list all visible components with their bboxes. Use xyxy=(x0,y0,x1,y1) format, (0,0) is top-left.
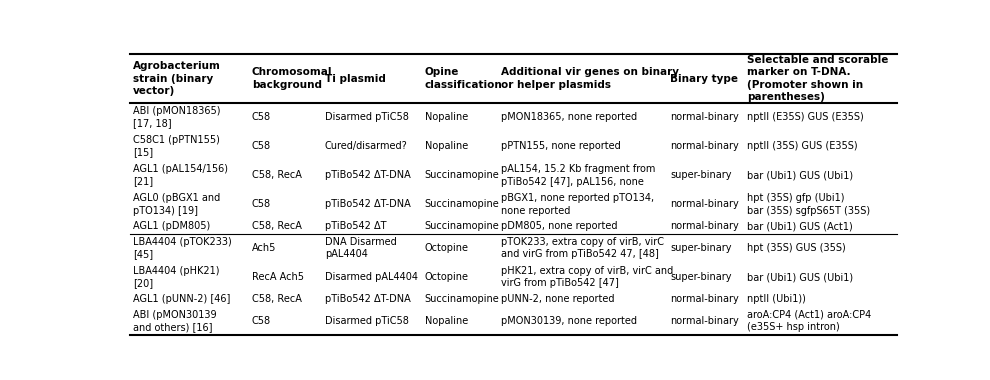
Text: pDM805, none reported: pDM805, none reported xyxy=(501,221,618,231)
Text: pTiBo542 ΔT-DNA: pTiBo542 ΔT-DNA xyxy=(325,170,411,180)
Text: AGL1 (pDM805): AGL1 (pDM805) xyxy=(133,221,210,231)
Text: pPTN155, none reported: pPTN155, none reported xyxy=(501,141,621,151)
Text: Nopaline: Nopaline xyxy=(425,316,467,326)
Text: hpt (35S) gfp (Ubi1)
bar (35S) sgfpS65T (35S): hpt (35S) gfp (Ubi1) bar (35S) sgfpS65T … xyxy=(746,193,870,215)
Text: Binary type: Binary type xyxy=(670,73,738,84)
Text: normal-binary: normal-binary xyxy=(670,141,739,151)
Text: C58: C58 xyxy=(251,200,271,209)
Text: C58C1 (pPTN155)
[15]: C58C1 (pPTN155) [15] xyxy=(133,135,220,157)
Text: RecA Ach5: RecA Ach5 xyxy=(251,272,304,282)
Text: super-binary: super-binary xyxy=(670,170,732,180)
Text: C58: C58 xyxy=(251,141,271,151)
Text: pMON18365, none reported: pMON18365, none reported xyxy=(501,112,638,122)
Text: Agrobacterium
strain (binary
vector): Agrobacterium strain (binary vector) xyxy=(133,61,221,96)
Text: C58: C58 xyxy=(251,112,271,122)
Text: normal-binary: normal-binary xyxy=(670,294,739,304)
Text: AGL1 (pUNN-2) [46]: AGL1 (pUNN-2) [46] xyxy=(133,294,231,304)
Text: hpt (35S) GUS (35S): hpt (35S) GUS (35S) xyxy=(746,243,845,253)
Text: Additional vir genes on binary
or helper plasmids: Additional vir genes on binary or helper… xyxy=(501,67,679,90)
Text: Disarmed pTiC58: Disarmed pTiC58 xyxy=(325,316,409,326)
Text: C58, RecA: C58, RecA xyxy=(251,170,302,180)
Text: bar (Ubi1) GUS (Act1): bar (Ubi1) GUS (Act1) xyxy=(746,221,852,231)
Text: Cured/disarmed?: Cured/disarmed? xyxy=(325,141,408,151)
Text: Succinamopine: Succinamopine xyxy=(425,221,499,231)
Text: pHK21, extra copy of virB, virC and
virG from pTiBo542 [47]: pHK21, extra copy of virB, virC and virG… xyxy=(501,266,673,288)
Text: ABI (pMON30139
and others) [16]: ABI (pMON30139 and others) [16] xyxy=(133,310,217,332)
Text: Nopaline: Nopaline xyxy=(425,112,467,122)
Text: AGL1 (pAL154/156)
[21]: AGL1 (pAL154/156) [21] xyxy=(133,164,228,187)
Text: pBGX1, none reported pTO134,
none reported: pBGX1, none reported pTO134, none report… xyxy=(501,193,654,215)
Text: nptII (E35S) GUS (E35S): nptII (E35S) GUS (E35S) xyxy=(746,112,863,122)
Text: pTiBo542 ΔT-DNA: pTiBo542 ΔT-DNA xyxy=(325,200,411,209)
Text: normal-binary: normal-binary xyxy=(670,112,739,122)
Text: Opine
classification: Opine classification xyxy=(425,67,502,90)
Text: AGL0 (pBGX1 and
pTO134) [19]: AGL0 (pBGX1 and pTO134) [19] xyxy=(133,193,220,215)
Text: nptII (Ubi1)): nptII (Ubi1)) xyxy=(746,294,806,304)
Text: normal-binary: normal-binary xyxy=(670,221,739,231)
Text: bar (Ubi1) GUS (Ubi1): bar (Ubi1) GUS (Ubi1) xyxy=(746,272,852,282)
Text: super-binary: super-binary xyxy=(670,272,732,282)
Text: LBA4404 (pTOK233)
[45]: LBA4404 (pTOK233) [45] xyxy=(133,237,232,259)
Text: Octopine: Octopine xyxy=(425,272,468,282)
Text: normal-binary: normal-binary xyxy=(670,200,739,209)
Text: super-binary: super-binary xyxy=(670,243,732,253)
Text: Octopine: Octopine xyxy=(425,243,468,253)
Text: C58: C58 xyxy=(251,316,271,326)
Text: Disarmed pAL4404: Disarmed pAL4404 xyxy=(325,272,418,282)
Text: LBA4404 (pHK21)
[20]: LBA4404 (pHK21) [20] xyxy=(133,266,220,288)
Text: pMON30139, none reported: pMON30139, none reported xyxy=(501,316,638,326)
Text: C58, RecA: C58, RecA xyxy=(251,294,302,304)
Text: pTOK233, extra copy of virB, virC
and virG from pTiBo542 47, [48]: pTOK233, extra copy of virB, virC and vi… xyxy=(501,237,664,259)
Text: Chromosomal
background: Chromosomal background xyxy=(251,67,333,90)
Text: pTiBo542 ΔT-DNA: pTiBo542 ΔT-DNA xyxy=(325,294,411,304)
Text: DNA Disarmed
pAL4404: DNA Disarmed pAL4404 xyxy=(325,237,397,259)
Text: normal-binary: normal-binary xyxy=(670,316,739,326)
Text: Nopaline: Nopaline xyxy=(425,141,467,151)
Text: Succinamopine: Succinamopine xyxy=(425,200,499,209)
Text: C58, RecA: C58, RecA xyxy=(251,221,302,231)
Text: Ti plasmid: Ti plasmid xyxy=(325,73,386,84)
Text: Succinamopine: Succinamopine xyxy=(425,170,499,180)
Text: Succinamopine: Succinamopine xyxy=(425,294,499,304)
Text: ABI (pMON18365)
[17, 18]: ABI (pMON18365) [17, 18] xyxy=(133,106,221,128)
Text: aroA:CP4 (Act1) aroA:CP4
(e35S+ hsp intron): aroA:CP4 (Act1) aroA:CP4 (e35S+ hsp intr… xyxy=(746,310,871,332)
Text: pUNN-2, none reported: pUNN-2, none reported xyxy=(501,294,615,304)
Text: pAL154, 15.2 Kb fragment from
pTiBo542 [47], pAL156, none: pAL154, 15.2 Kb fragment from pTiBo542 [… xyxy=(501,164,655,187)
Text: bar (Ubi1) GUS (Ubi1): bar (Ubi1) GUS (Ubi1) xyxy=(746,170,852,180)
Text: Disarmed pTiC58: Disarmed pTiC58 xyxy=(325,112,409,122)
Text: nptII (35S) GUS (E35S): nptII (35S) GUS (E35S) xyxy=(746,141,857,151)
Text: Ach5: Ach5 xyxy=(251,243,276,253)
Text: Selectable and scorable
marker on T-DNA.
(Promoter shown in
parentheses): Selectable and scorable marker on T-DNA.… xyxy=(746,55,888,102)
Text: pTiBo542 ΔT: pTiBo542 ΔT xyxy=(325,221,386,231)
